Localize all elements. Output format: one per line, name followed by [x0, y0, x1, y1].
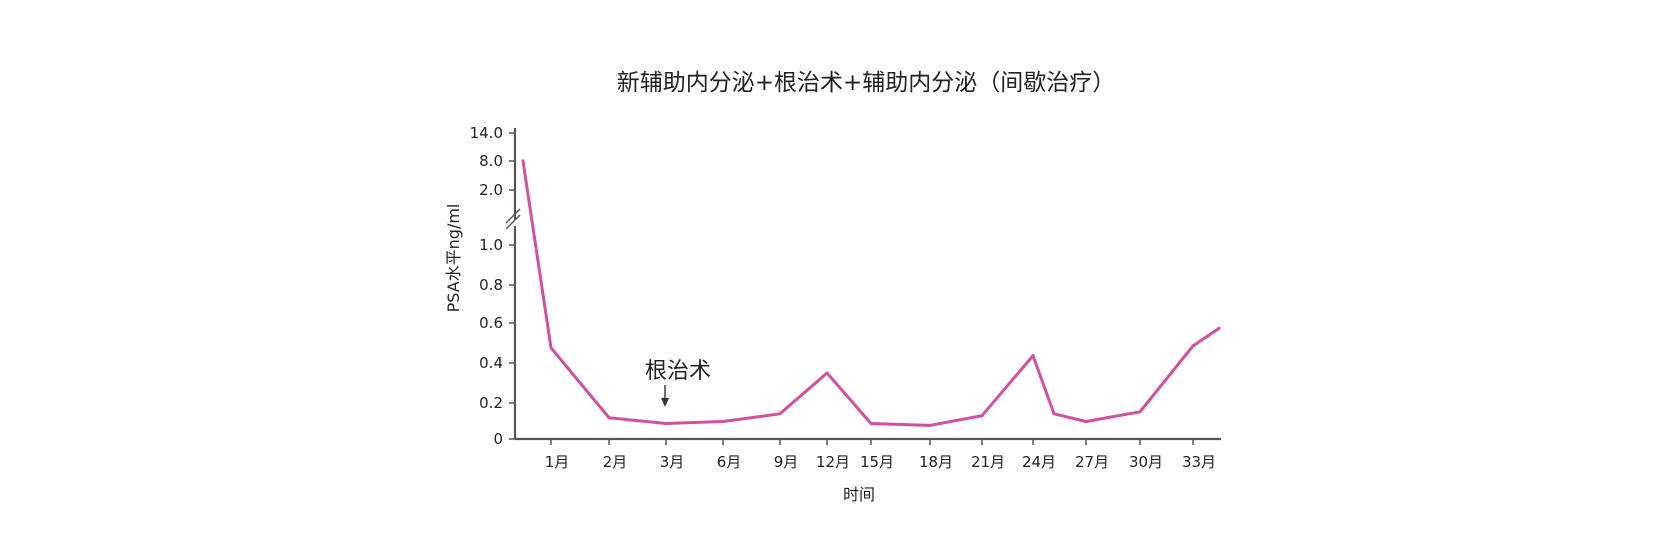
x-tick-label: 1月 [545, 453, 570, 471]
x-tick-label: 3月 [660, 453, 685, 471]
data-point [1191, 344, 1195, 348]
data-point [980, 414, 984, 418]
chart-title: 新辅助内分泌+根治术+辅助内分泌（间歇治疗） [617, 70, 1116, 96]
x-tick-label: 12月 [816, 453, 850, 471]
data-point [778, 412, 782, 416]
x-axis: 1月 2月 3月 6月 9月 12月 15月 18月 21月 24月 27月 30月 33月 [515, 437, 1221, 471]
y-axis-break-mark [505, 208, 521, 224]
x-tick-label: 2月 [603, 453, 628, 471]
y-tick-label: 14.0 [470, 124, 503, 142]
x-tick-label: 9月 [774, 453, 799, 471]
y-tick-label: 0 [493, 430, 503, 448]
data-point [869, 421, 873, 425]
psa-series-line [521, 159, 1221, 427]
surgery-annotation-label: 根治术 [645, 359, 711, 384]
data-point [825, 371, 829, 375]
y-tick-label: 1.0 [479, 236, 503, 254]
x-tick-label: 21月 [971, 453, 1005, 471]
y-tick-label: 2.0 [479, 181, 503, 199]
x-axis-label: 时间 [843, 485, 875, 504]
data-point [1031, 354, 1035, 358]
y-tick-label: 8.0 [479, 152, 503, 170]
data-point [607, 416, 611, 420]
series-group [521, 159, 1221, 427]
x-tick-label: 15月 [860, 453, 894, 471]
surgery-arrow-head [661, 398, 669, 407]
x-tick-label: 30月 [1129, 453, 1163, 471]
x-tick-label: 27月 [1075, 453, 1109, 471]
x-tick-label: 33月 [1182, 453, 1216, 471]
data-point [721, 420, 725, 424]
y-tick-label: 0.4 [479, 354, 503, 372]
data-point [1052, 412, 1056, 416]
data-point [1217, 326, 1221, 330]
data-point [928, 423, 932, 427]
y-axis: 0 0.2 0.4 0.6 0.8 1.0 2.0 8.0 14.0 [470, 124, 521, 448]
data-point [549, 346, 553, 350]
x-tick-label: 6月 [717, 453, 742, 471]
y-tick-label: 0.6 [479, 314, 503, 332]
data-point [1084, 420, 1088, 424]
data-point [1138, 410, 1142, 414]
data-point [664, 421, 668, 425]
x-tick-label: 24月 [1022, 453, 1056, 471]
y-axis-label: PSA水平ng/ml [444, 204, 463, 313]
data-point [521, 159, 525, 163]
annotation-group: 根治术 [645, 359, 711, 407]
y-axis-break-mark [505, 214, 521, 230]
y-tick-label: 0.8 [479, 276, 503, 294]
y-tick-label: 0.2 [479, 394, 503, 412]
x-tick-label: 18月 [919, 453, 953, 471]
